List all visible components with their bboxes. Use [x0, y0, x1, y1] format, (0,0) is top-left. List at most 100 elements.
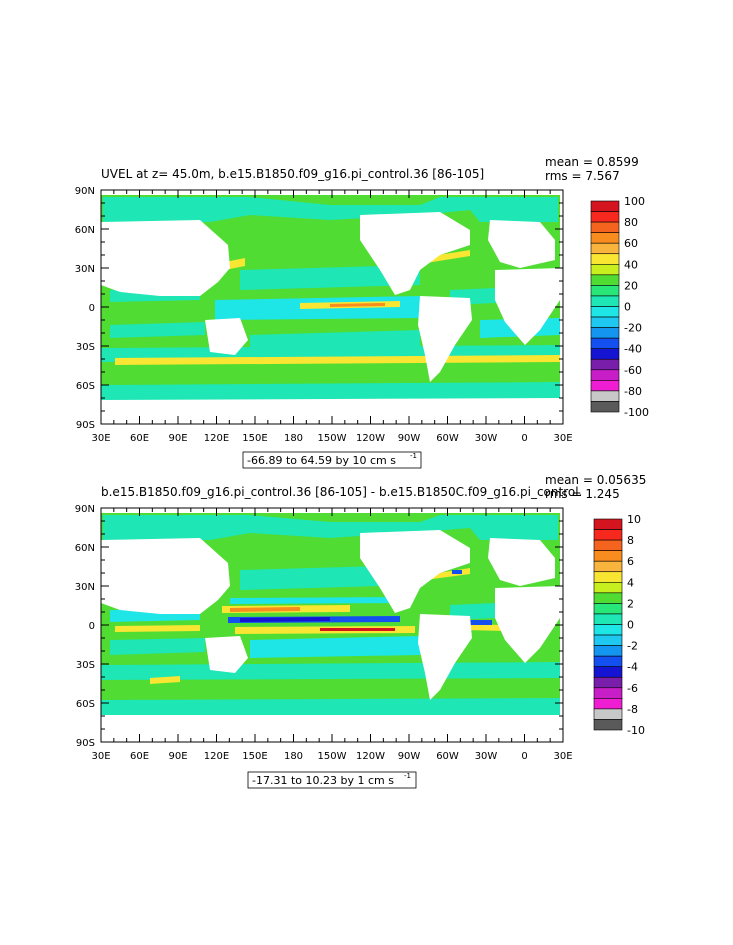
colorbar-label: 60	[624, 237, 638, 250]
lat-tick-label: 30S	[76, 660, 95, 671]
lat-tick-label: 90N	[75, 186, 95, 197]
colorbar-label: 10	[627, 513, 641, 526]
lat-tick-label: 90S	[76, 738, 95, 749]
colorbar-swatch	[590, 295, 620, 307]
range-sup: -1	[404, 772, 411, 780]
colorbar-swatch	[593, 687, 623, 699]
colorbar-swatch	[590, 221, 620, 233]
colorbar-swatch	[590, 380, 620, 392]
lon-tick-label: 120W	[356, 751, 385, 762]
colorbar-swatch	[590, 285, 620, 297]
colorbar-swatch	[590, 316, 620, 328]
colorbar-label: -4	[627, 661, 638, 674]
colorbar-label: 0	[624, 301, 631, 314]
colorbar-label: -2	[627, 640, 638, 653]
lon-ticks: 30E 60E 90E 120E 150E 180 150W 120W 90W 60W 30W 0 30…	[91, 190, 573, 444]
colorbar-swatch	[590, 358, 620, 371]
lon-tick-label: 180	[284, 751, 303, 762]
colorbar-swatch	[590, 327, 620, 339]
colorbar-label: -20	[624, 322, 642, 335]
colorbar-swatch	[593, 560, 623, 573]
lon-tick-label: 30W	[475, 433, 498, 444]
lon-tick-label: 30E	[553, 433, 572, 444]
lon-tick-label: 90W	[398, 433, 421, 444]
colorbar-swatch	[590, 337, 620, 349]
map-field	[101, 508, 563, 742]
map-field	[101, 190, 563, 424]
colorbar-swatch	[593, 698, 623, 710]
mean-label: mean = 0.8599	[545, 155, 639, 169]
lat-tick-label: 90S	[76, 420, 95, 431]
lat-tick-label: 30N	[75, 582, 95, 593]
lon-tick-label: 120E	[204, 751, 229, 762]
range-box: -17.31 to 10.23 by 1 cm s -1	[247, 771, 417, 789]
panel-bottom: b.e15.B1850.f09_g16.pi_control.36 [86-10…	[75, 473, 646, 789]
colorbar-swatch	[593, 603, 623, 615]
lon-tick-label: 30E	[91, 433, 110, 444]
colorbar-swatch	[590, 274, 620, 286]
colorbar-swatch	[590, 253, 620, 265]
lon-tick-label: 150E	[242, 433, 267, 444]
colorbar-label: -8	[627, 703, 638, 716]
lon-tick-label: 30E	[91, 751, 110, 762]
colorbar-swatch	[590, 232, 620, 244]
panel-title: b.e15.B1850.f09_g16.pi_control.36 [86-10…	[101, 485, 582, 499]
colorbar-swatch	[590, 390, 620, 402]
colorbar-label: 100	[624, 195, 645, 208]
lon-tick-label: 60W	[436, 751, 459, 762]
colorbar-swatch	[590, 211, 620, 223]
colorbar-label: -80	[624, 385, 642, 398]
colorbar-swatch	[593, 529, 623, 541]
lon-tick-label: 90W	[398, 751, 421, 762]
lon-tick-label: 0	[521, 433, 527, 444]
lon-tick-label: 180	[284, 433, 303, 444]
mean-label: mean = 0.05635	[545, 473, 646, 487]
lon-tick-label: 60W	[436, 433, 459, 444]
colorbar-label: 20	[624, 279, 638, 292]
colorbar-swatch	[590, 401, 620, 413]
lat-tick-label: 0	[89, 621, 95, 632]
lat-ticks: 90N 60N 30N 0 30S 60S 90S	[75, 186, 563, 431]
colorbar-swatch	[593, 624, 623, 636]
lon-tick-label: 150W	[318, 751, 347, 762]
lon-tick-label: 120E	[204, 433, 229, 444]
lon-ticks: 30E 60E 90E 120E 150E 180 150W 120W 90W 60W 30W 0 30…	[91, 508, 573, 762]
colorbar-swatch	[593, 518, 623, 530]
colorbar-label: -60	[624, 364, 642, 377]
colorbar-label: 80	[624, 216, 638, 229]
lat-tick-label: 60S	[76, 381, 95, 392]
colorbar-label: 8	[627, 534, 634, 547]
colorbar-label: 2	[627, 597, 634, 610]
lon-tick-label: 30E	[553, 751, 572, 762]
rms-label: rms = 1.245	[545, 487, 620, 501]
lon-tick-label: 0	[521, 751, 527, 762]
colorbar-swatch	[593, 645, 623, 657]
panel-top: UVEL at z= 45.0m, b.e15.B1850.f09_g16.pi…	[75, 155, 649, 469]
panel-title: UVEL at z= 45.0m, b.e15.B1850.f09_g16.pi…	[101, 167, 484, 181]
colorbar-swatch	[590, 200, 620, 212]
range-box: -66.89 to 64.59 by 10 cm s -1	[242, 451, 422, 469]
lat-tick-label: 60N	[75, 225, 95, 236]
range-sup: -1	[410, 452, 417, 460]
rms-label: rms = 7.567	[545, 169, 620, 183]
lon-tick-label: 90E	[168, 751, 187, 762]
colorbar-label: 6	[627, 555, 634, 568]
lon-tick-label: 90E	[168, 433, 187, 444]
colorbar: 100 80 60 40 20 0 -20 -40 -60 -80 -100	[590, 195, 649, 419]
colorbar-label: 40	[624, 258, 638, 271]
range-label: -17.31 to 10.23 by 1 cm s	[252, 774, 394, 787]
colorbar-swatch	[593, 719, 623, 731]
lon-tick-label: 60E	[130, 433, 149, 444]
colorbar-label: -100	[624, 406, 649, 419]
range-label: -66.89 to 64.59 by 10 cm s	[247, 454, 396, 467]
lat-tick-label: 0	[89, 303, 95, 314]
colorbar-swatch	[593, 581, 623, 594]
lon-tick-label: 120W	[356, 433, 385, 444]
colorbar-label: 4	[627, 576, 634, 589]
colorbar-swatch	[590, 242, 620, 255]
colorbar-label: -10	[627, 724, 645, 737]
lat-tick-label: 90N	[75, 504, 95, 515]
colorbar-swatch	[590, 348, 620, 360]
colorbar-swatch	[593, 613, 623, 625]
colorbar-swatch	[593, 666, 623, 678]
